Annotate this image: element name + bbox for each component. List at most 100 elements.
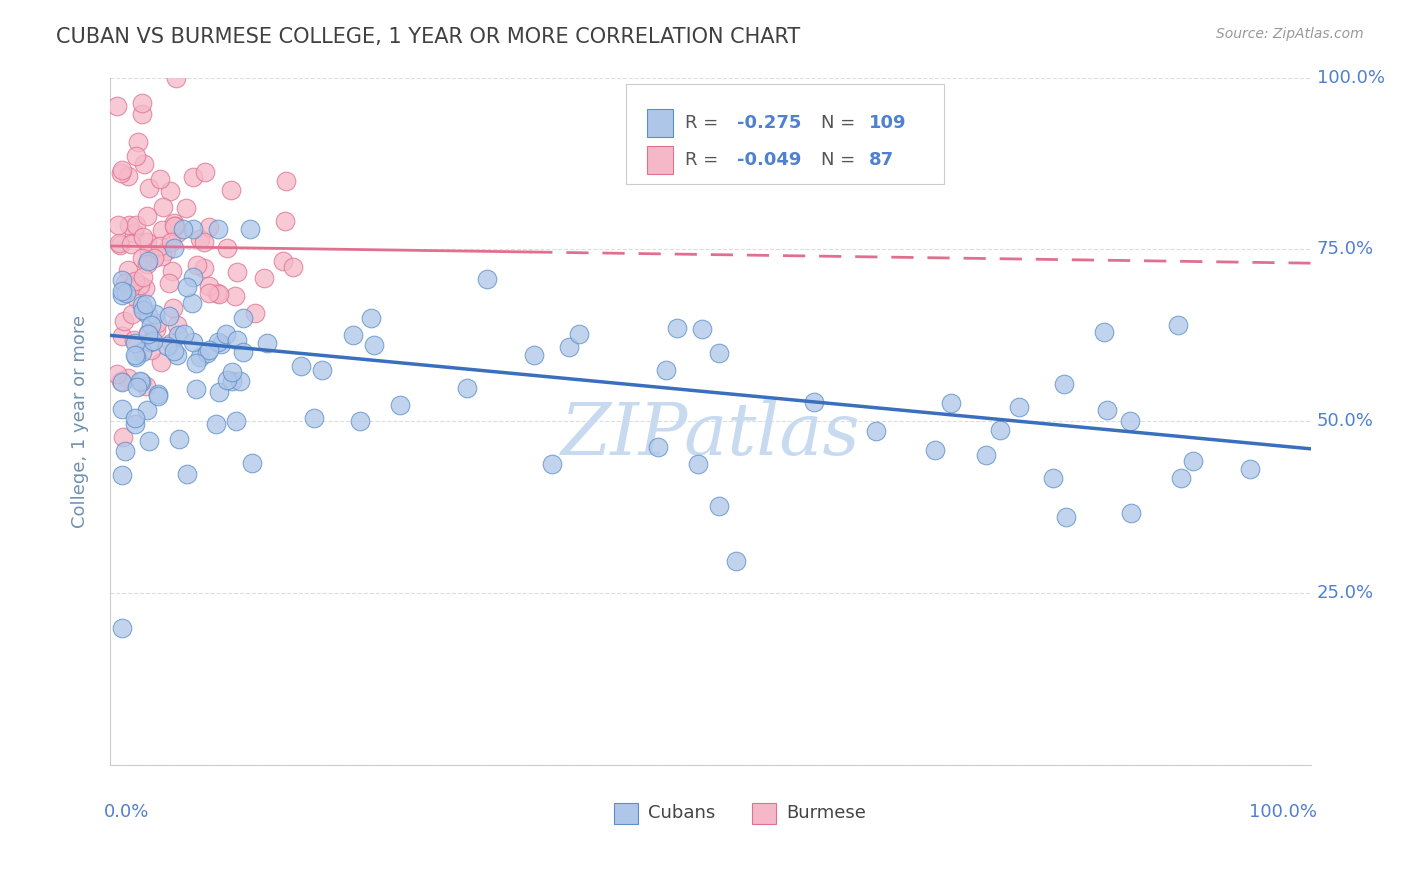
Point — [138, 434, 160, 448]
Point — [215, 373, 238, 387]
Text: 100.0%: 100.0% — [1316, 69, 1385, 87]
Text: 0.0%: 0.0% — [104, 803, 149, 821]
Point — [211, 336, 233, 351]
Point — [188, 232, 211, 246]
Point — [193, 260, 215, 275]
Point — [111, 285, 134, 299]
Point — [157, 276, 180, 290]
Point — [134, 157, 156, 171]
Point — [114, 276, 136, 290]
Point — [122, 226, 145, 240]
Point — [135, 235, 157, 249]
Point — [224, 289, 246, 303]
Point — [122, 333, 145, 347]
Point — [208, 287, 231, 301]
Point — [125, 148, 148, 162]
Point — [188, 350, 211, 364]
Text: R =: R = — [685, 114, 724, 132]
Point — [111, 430, 134, 444]
Point — [193, 235, 215, 250]
Point — [124, 348, 146, 362]
Point — [215, 326, 238, 341]
Point — [149, 239, 172, 253]
Point — [148, 389, 170, 403]
Point — [155, 244, 177, 259]
Point — [163, 216, 186, 230]
Point — [174, 201, 197, 215]
Point — [111, 375, 134, 389]
Point — [110, 166, 132, 180]
Point — [149, 172, 172, 186]
Point — [558, 340, 581, 354]
Point — [690, 322, 713, 336]
Point — [124, 411, 146, 425]
Point — [111, 467, 134, 482]
Point — [1092, 325, 1115, 339]
Point — [198, 279, 221, 293]
Text: 109: 109 — [869, 114, 907, 132]
Point — [803, 395, 825, 409]
Point — [142, 251, 165, 265]
Text: N =: N = — [821, 152, 860, 169]
Point — [166, 226, 188, 240]
Point — [124, 417, 146, 431]
Point — [108, 238, 131, 252]
Point — [129, 374, 152, 388]
Point — [139, 318, 162, 332]
Point — [709, 500, 731, 514]
Point — [127, 135, 149, 149]
Point — [1008, 401, 1031, 415]
Point — [226, 333, 249, 347]
Point — [157, 310, 180, 324]
Point — [166, 318, 188, 333]
Point — [523, 349, 546, 363]
Point — [159, 336, 181, 351]
Point — [181, 221, 204, 235]
Point — [121, 307, 143, 321]
Point — [107, 218, 129, 232]
Point — [110, 374, 132, 388]
Point — [1239, 462, 1261, 476]
FancyBboxPatch shape — [647, 146, 673, 174]
Point — [1118, 414, 1140, 428]
Point — [207, 334, 229, 349]
Point — [152, 222, 174, 236]
Point — [136, 254, 159, 268]
Point — [163, 219, 186, 234]
Point — [1119, 506, 1142, 520]
Point — [239, 221, 262, 235]
Point — [134, 281, 156, 295]
Point — [724, 553, 747, 567]
Text: 50.0%: 50.0% — [1316, 412, 1374, 430]
Point — [290, 359, 312, 373]
Point — [149, 355, 172, 369]
Point — [167, 432, 190, 446]
Point — [181, 295, 204, 310]
Point — [131, 376, 153, 390]
Point — [221, 374, 243, 388]
Point — [194, 165, 217, 179]
Point — [132, 230, 155, 244]
Point — [156, 339, 179, 353]
Point — [349, 414, 371, 428]
Point — [135, 379, 157, 393]
Point — [655, 363, 678, 377]
Text: R =: R = — [685, 152, 724, 169]
Point — [924, 442, 946, 457]
Point — [865, 425, 887, 439]
Point — [111, 288, 134, 302]
Point — [198, 343, 221, 357]
Point — [135, 209, 157, 223]
Point — [186, 258, 208, 272]
Point — [172, 221, 194, 235]
Point — [256, 336, 278, 351]
Text: Cubans: Cubans — [648, 805, 716, 822]
Point — [342, 328, 364, 343]
Point — [568, 327, 591, 342]
Point — [1181, 454, 1204, 468]
Point — [111, 401, 134, 416]
Point — [181, 170, 204, 185]
Point — [124, 219, 146, 233]
Point — [647, 440, 669, 454]
Point — [139, 335, 162, 350]
